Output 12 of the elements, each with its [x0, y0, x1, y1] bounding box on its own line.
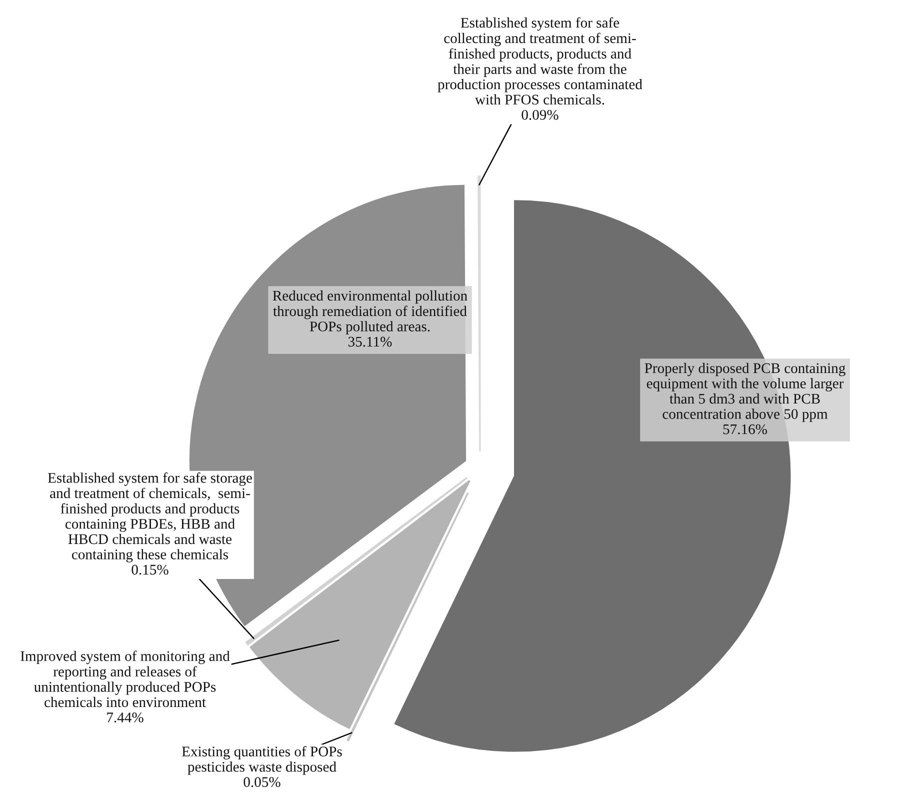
data-label: 0.15% — [132, 564, 168, 575]
data-label: 0.09% — [522, 110, 558, 120]
slice-label: Existing quantities of POPs pesticides waste disposed — [182, 746, 342, 775]
data-label: 57.16% — [723, 424, 767, 434]
data-label: 0.05% — [244, 777, 280, 788]
data-label: 7.44% — [107, 712, 144, 722]
slice-label: Established system for safe storage and treatment of chemicals, semi- finished products and products containing PBDEs, HBB and HBCD chemicals and waste containing these chemicals — [48, 472, 252, 562]
slice-label: Improved system of monitoring and reporting and releases of unintentionally produced POPs chemicals into environment — [20, 650, 230, 708]
slice-label: Properly disposed PCB containing equipment with the volume larger than 5 dm3 and with PCB concentration above 50 ppm — [644, 362, 846, 422]
data-label: 35.11% — [348, 336, 392, 347]
slice-label: Established system for safe collecting and treatment of semi- finished products, products and their parts and waste from the production processes contaminated with PFOS chemicals. — [438, 17, 642, 105]
slice-label: Reduced environmental pollution through remediation of identified POPs polluted areas. — [272, 290, 468, 334]
